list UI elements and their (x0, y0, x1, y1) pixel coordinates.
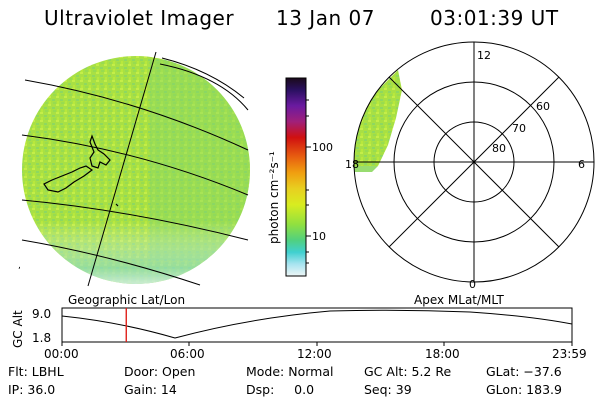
gain-label: Gain: 14 (124, 382, 177, 397)
mlt-label-12: 12 (477, 49, 491, 62)
geographic-image (22, 56, 250, 284)
timebar-ymax: 9.0 (32, 307, 51, 321)
mode-label: Mode: Normal (246, 364, 334, 379)
apex-caption: Apex MLat/MLT (414, 293, 504, 307)
colorbar (285, 77, 307, 277)
timebar-xtick-2: 12:00 (297, 347, 332, 361)
polar-grid (353, 41, 595, 283)
mlt-label-0: 0 (469, 278, 476, 291)
dsp-label: Dsp: 0.0 (246, 382, 315, 397)
filter-label: Flt: LBHL (8, 364, 64, 379)
mlt-label-6: 6 (578, 158, 585, 171)
mlt-label-18: 18 (345, 158, 359, 171)
seq-label: Seq: 39 (364, 382, 412, 397)
coastline (43, 134, 119, 207)
colorbar-label: photon cm⁻²s⁻¹ (267, 151, 281, 244)
timebar-xtick-3: 18:00 (425, 347, 460, 361)
date-label: 13 Jan 07 (276, 6, 375, 30)
timebar-xtick-4: 23:59 (552, 347, 587, 361)
gc-alt-label: GC Alt: 5.2 Re (364, 364, 452, 379)
door-label: Door: Open (124, 364, 196, 379)
svg-text:,: , (18, 261, 21, 271)
altitude-timebar (61, 307, 573, 346)
mlat-label-80: 80 (492, 142, 506, 155)
ip-label: IP: 36.0 (8, 382, 56, 397)
geographic-caption: Geographic Lat/Lon (68, 293, 185, 307)
geographic-grid (21, 51, 249, 287)
colorbar-ticks (306, 99, 311, 264)
instrument-title: Ultraviolet Imager (44, 6, 235, 30)
timebar-xtick-0: 00:00 (44, 347, 79, 361)
timebar-ymin: 1.8 (32, 331, 51, 345)
timebar-xtick-1: 06:00 (170, 347, 205, 361)
mlt-image (354, 70, 402, 172)
colorbar-tick-100: 100 (312, 141, 333, 154)
glon-label: GLon: 183.9 (486, 382, 562, 397)
mlat-label-60: 60 (536, 100, 550, 113)
glat-label: GLat: −37.6 (486, 364, 562, 379)
timebar-ylabel: GC Alt (11, 310, 25, 348)
colorbar-tick-10: 10 (312, 230, 326, 243)
time-label: 03:01:39 UT (430, 6, 559, 30)
mlat-label-70: 70 (512, 122, 526, 135)
